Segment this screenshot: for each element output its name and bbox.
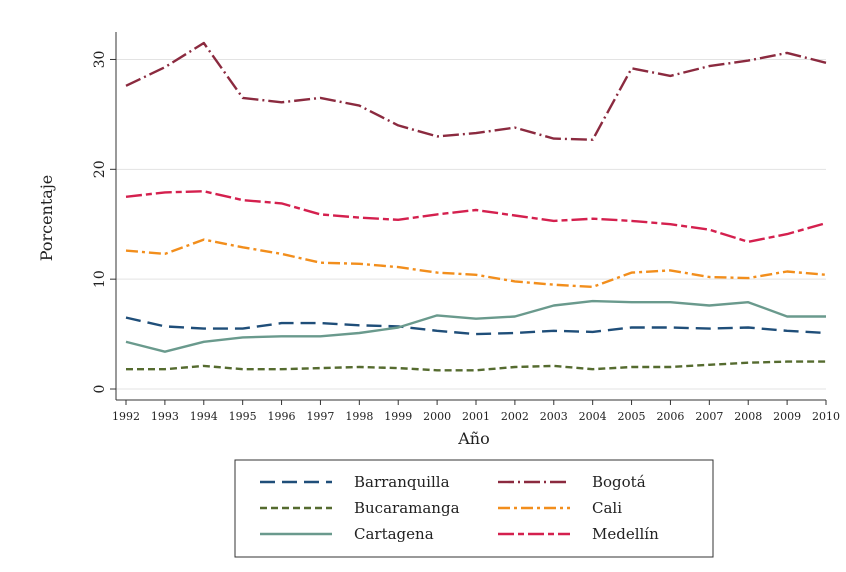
series-line-cartagena — [125, 299, 826, 353]
x-tick-label: 2000 — [423, 410, 451, 423]
x-tick-label: 2008 — [734, 410, 762, 423]
legend: Barranquilla Bogotá Bucaramanga Cali Cartage… — [234, 459, 714, 558]
grid — [116, 58, 826, 390]
series-line-medellín — [125, 190, 827, 244]
series-line-bucaramanga — [126, 360, 826, 372]
x-ticks: 1992 1993 1994 1995 1996 1997 1998 1999 2000 2001… — [112, 400, 840, 423]
series-line-cali — [125, 238, 827, 289]
x-tick-label: 1997 — [306, 410, 334, 423]
x-tick-label: 1998 — [345, 410, 373, 423]
y-tick-label: 0 — [92, 385, 108, 394]
legend-label: Bogotá — [592, 473, 646, 491]
legend-label: Cali — [592, 499, 622, 517]
x-tick-label: 1996 — [268, 410, 296, 423]
x-tick-label: 1992 — [112, 410, 140, 423]
x-tick-label: 2006 — [656, 410, 684, 423]
x-tick-label: 2005 — [618, 410, 646, 423]
x-tick-label: 2004 — [579, 410, 607, 423]
series — [125, 41, 827, 372]
legend-label: Medellín — [592, 525, 659, 543]
x-tick-label: 2007 — [695, 410, 723, 423]
x-axis-title: Año — [457, 429, 490, 448]
x-tick-label: 1995 — [229, 410, 257, 423]
axes — [115, 32, 826, 401]
series-line-bogotá — [125, 41, 827, 141]
legend-label: Barranquilla — [354, 473, 450, 491]
y-tick-label: 30 — [92, 51, 108, 69]
x-tick-label: 1999 — [384, 410, 412, 423]
y-axis-title: Porcentaje — [37, 175, 56, 262]
x-tick-label: 2010 — [812, 410, 840, 423]
x-tick-label: 1994 — [190, 410, 218, 423]
y-tick-label: 10 — [92, 270, 108, 288]
x-tick-label: 2002 — [501, 410, 529, 423]
legend-label: Bucaramanga — [354, 499, 460, 517]
series-line-barranquilla — [125, 316, 827, 336]
x-tick-label: 2009 — [773, 410, 801, 423]
x-tick-label: 2001 — [462, 410, 490, 423]
legend-label: Cartagena — [354, 525, 434, 543]
x-tick-label: 2003 — [540, 410, 568, 423]
x-tick-label: 1993 — [151, 410, 179, 423]
y-ticks: 0 10 20 30 — [92, 51, 116, 394]
legend-box — [234, 459, 714, 558]
y-tick-label: 20 — [92, 160, 108, 178]
legend-items: Barranquilla Bogotá Bucaramanga Cali Cartage… — [260, 473, 659, 543]
